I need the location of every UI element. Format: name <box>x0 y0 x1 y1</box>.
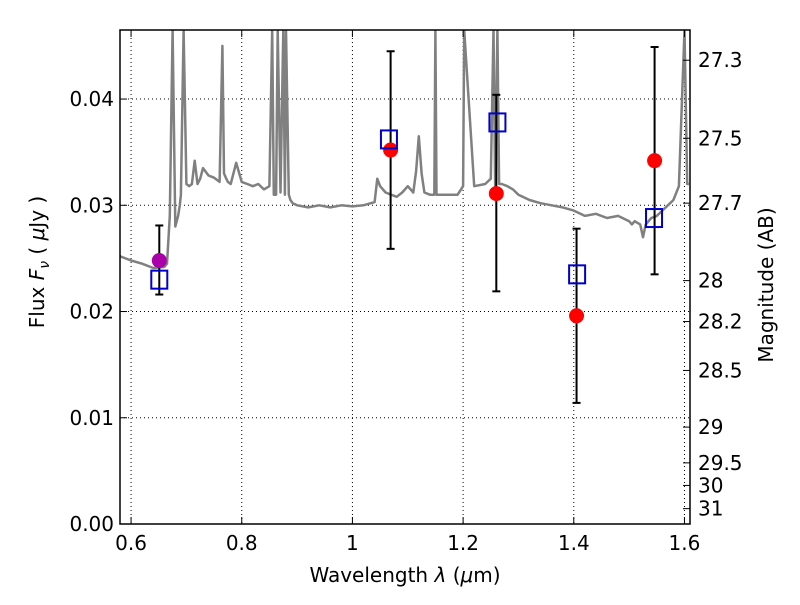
synthetic-point <box>379 129 398 150</box>
mag-tick-label: 31 <box>698 497 723 521</box>
observed-point <box>569 308 585 324</box>
mag-tick-label: 28.5 <box>698 358 743 382</box>
model-spectrum-line <box>120 30 689 270</box>
mag-tick-label: 29.5 <box>698 451 743 475</box>
x-tick-label: 0.6 <box>115 531 147 555</box>
y2-axis-label: Magnitude (AB) <box>754 207 778 362</box>
mag-tick-label: 28.2 <box>698 310 743 334</box>
error-bars <box>155 45 659 404</box>
observed-point <box>647 153 663 169</box>
x-tick-label: 0.8 <box>226 531 258 555</box>
y-tick-label: 0.02 <box>69 300 114 324</box>
y-tick-label: 0.03 <box>69 193 114 217</box>
mag-tick-label: 30 <box>698 473 723 497</box>
mag-tick-label: 29 <box>698 415 723 439</box>
observed-point <box>383 142 399 158</box>
x-tick-label: 1.6 <box>669 531 701 555</box>
synthetic-points <box>150 112 664 290</box>
y-tick-label: 0.01 <box>69 406 114 430</box>
synthetic-point <box>150 269 169 290</box>
mag-tick-label: 27.5 <box>698 126 743 150</box>
synthetic-point <box>488 112 507 133</box>
gridlines <box>120 30 690 525</box>
mag-tick-label: 28 <box>698 269 723 293</box>
y-tick-label: 0.04 <box>69 87 114 111</box>
x-tick-label: 1.4 <box>558 531 590 555</box>
synthetic-point <box>568 264 587 285</box>
x-tick-label: 1 <box>346 531 359 555</box>
plot-frame <box>119 29 691 525</box>
model-spectrum <box>120 30 689 270</box>
y-axis-label: Flux Fν ( μJy ) <box>25 196 53 328</box>
observed-point <box>151 253 167 269</box>
observed-points <box>151 142 663 324</box>
observed-point <box>488 186 504 202</box>
mag-tick-label: 27.7 <box>698 191 743 215</box>
y-tick-label: 0.00 <box>69 512 114 536</box>
tick-labels: 0.6 0.8 1 1.2 1.4 1.6 0.00 0.01 0.02 0.03 0.04 27.3… <box>69 48 742 555</box>
x-tick-label: 1.2 <box>447 531 479 555</box>
mag-tick-label: 27.3 <box>698 48 743 72</box>
x-axis-label: Wavelength λ (μm) <box>309 563 500 587</box>
synthetic-point <box>645 208 664 229</box>
axes-frame <box>119 29 691 525</box>
